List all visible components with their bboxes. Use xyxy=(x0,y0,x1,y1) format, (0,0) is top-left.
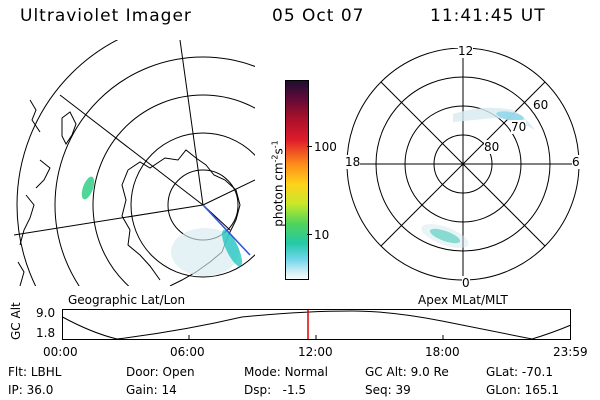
colorbar-tick-10: 10 xyxy=(314,228,330,242)
altitude-curve xyxy=(62,310,572,340)
status-ip: IP: 36.0 xyxy=(8,383,54,397)
status-gc-alt: GC Alt: 9.0 Re xyxy=(365,365,449,379)
altitude-plot xyxy=(62,309,572,340)
lat-circle xyxy=(54,56,255,286)
x-tick-18-00: 18:00 xyxy=(425,345,460,359)
mlt-line xyxy=(380,81,546,247)
time-label: 11:41:45 UT xyxy=(430,6,546,26)
colorbar-tick-100: 100 xyxy=(314,140,337,154)
mlt-label-0: 0 xyxy=(462,276,470,290)
coastline xyxy=(29,99,41,133)
x-tick-23-59: 23:59 xyxy=(553,345,588,359)
geo-map-caption: Geographic Lat/Lon xyxy=(68,293,186,307)
meridian-line xyxy=(202,179,255,206)
lat-circle xyxy=(130,132,255,278)
meridian-line xyxy=(59,94,204,206)
coastline xyxy=(35,159,51,189)
mlt-label-6: 6 xyxy=(572,155,580,169)
aurora-bright xyxy=(221,229,243,267)
status-mode: Mode: Normal xyxy=(244,365,328,379)
aurora-glow xyxy=(171,228,239,276)
status-glon: GLon: 165.1 xyxy=(486,383,559,397)
coastline xyxy=(121,169,161,281)
lat-circle xyxy=(16,40,119,286)
status-glat: GLat: -70.1 xyxy=(486,365,553,379)
x-tick-00-00: 00:00 xyxy=(43,345,78,359)
status-gain: Gain: 14 xyxy=(126,383,177,397)
app-title: Ultraviolet Imager xyxy=(20,6,192,26)
subsolar-line xyxy=(202,204,251,256)
mlat-label-80: 80 xyxy=(484,140,500,154)
lat-circle xyxy=(92,94,255,286)
coastline xyxy=(61,111,77,145)
auroral-glow xyxy=(421,223,469,249)
alt-plot-ylabel: GC Alt xyxy=(9,302,23,340)
status-flt: Flt: LBHL xyxy=(8,365,62,379)
status-seq: Seq: 39 xyxy=(365,383,411,397)
color-scale-bar xyxy=(285,80,309,280)
colorbar-unit-label: photon cm-2s-1 xyxy=(270,140,286,227)
alt-tick-1-8: 1.8 xyxy=(36,326,56,340)
coastline xyxy=(19,194,35,246)
plot-frame xyxy=(62,309,571,340)
mlat-label-60: 60 xyxy=(533,98,549,112)
meridian-line xyxy=(14,204,204,236)
apex-map-caption: Apex MLat/MLT xyxy=(418,293,508,307)
colorbar-tick xyxy=(307,234,312,235)
colorbar-tick xyxy=(307,146,312,147)
date-label: 05 Oct 07 xyxy=(272,6,365,26)
x-tick-06-00: 06:00 xyxy=(170,345,205,359)
apex-polar-plot xyxy=(346,48,580,281)
coastline xyxy=(17,261,25,286)
geographic-map xyxy=(14,40,255,286)
meridian-line xyxy=(179,40,204,206)
auroral-oval xyxy=(496,111,524,121)
status-dsp: Dsp: -1.5 xyxy=(244,383,307,397)
mlat-label-70: 70 xyxy=(511,120,527,134)
aurora-bright xyxy=(81,176,95,200)
x-tick-12-00: 12:00 xyxy=(298,345,333,359)
mlt-label-18: 18 xyxy=(345,155,361,169)
status-door: Door: Open xyxy=(126,365,195,379)
alt-tick-9: 9.0 xyxy=(36,306,56,320)
mlt-label-12: 12 xyxy=(458,44,474,58)
